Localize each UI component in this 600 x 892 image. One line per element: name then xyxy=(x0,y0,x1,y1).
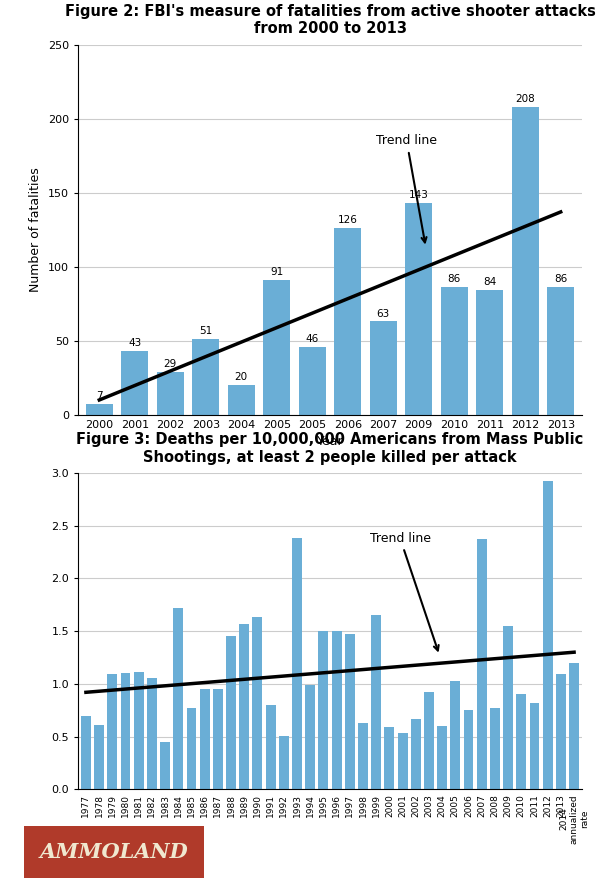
Text: 84: 84 xyxy=(483,277,496,287)
Bar xyxy=(512,107,539,415)
Bar xyxy=(94,725,104,789)
Bar xyxy=(334,228,361,415)
Bar xyxy=(213,690,223,789)
Text: 43: 43 xyxy=(128,338,142,348)
Bar xyxy=(464,710,473,789)
Bar xyxy=(332,632,341,789)
Bar xyxy=(543,481,553,789)
Text: 126: 126 xyxy=(338,215,358,226)
X-axis label: Year: Year xyxy=(317,435,343,448)
Bar xyxy=(279,736,289,789)
Bar xyxy=(345,634,355,789)
Bar xyxy=(228,385,254,415)
Text: 86: 86 xyxy=(448,275,461,285)
Bar xyxy=(86,404,113,415)
Text: 86: 86 xyxy=(554,275,568,285)
Text: AMMOLAND: AMMOLAND xyxy=(40,842,188,862)
Bar xyxy=(81,715,91,789)
Bar xyxy=(239,624,249,789)
Bar xyxy=(476,291,503,415)
Bar xyxy=(157,372,184,415)
Bar xyxy=(226,636,236,789)
Text: 143: 143 xyxy=(409,190,428,200)
Title: Figure 3: Deaths per 10,000,000 Americans from Mass Public
Shootings, at least 2: Figure 3: Deaths per 10,000,000 American… xyxy=(76,433,584,465)
Bar xyxy=(305,685,315,789)
Bar xyxy=(292,538,302,789)
Bar xyxy=(441,287,467,415)
Bar xyxy=(107,674,117,789)
Bar xyxy=(266,705,275,789)
Bar xyxy=(503,626,513,789)
Bar xyxy=(406,203,432,415)
Bar xyxy=(517,694,526,789)
Text: 91: 91 xyxy=(270,267,283,277)
Bar xyxy=(263,280,290,415)
Title: Figure 2: FBI's measure of fatalities from active shooter attacks
from 2000 to 2: Figure 2: FBI's measure of fatalities fr… xyxy=(65,4,595,37)
Bar xyxy=(160,742,170,789)
Text: 51: 51 xyxy=(199,326,212,336)
Bar xyxy=(371,615,381,789)
Bar xyxy=(411,719,421,789)
Bar xyxy=(569,663,579,789)
Bar xyxy=(200,690,209,789)
Bar xyxy=(437,726,447,789)
Text: 208: 208 xyxy=(515,94,535,103)
Bar xyxy=(193,339,219,415)
Bar xyxy=(370,321,397,415)
Text: 29: 29 xyxy=(164,359,177,369)
Bar xyxy=(424,692,434,789)
Text: 46: 46 xyxy=(305,334,319,343)
Bar xyxy=(173,607,183,789)
Bar xyxy=(385,727,394,789)
Bar xyxy=(319,632,328,789)
Bar xyxy=(477,540,487,789)
Bar xyxy=(134,673,143,789)
Bar xyxy=(299,347,326,415)
Bar xyxy=(187,708,196,789)
Text: Trend line: Trend line xyxy=(370,532,439,650)
Bar xyxy=(530,703,539,789)
Bar xyxy=(358,723,368,789)
Text: 20: 20 xyxy=(235,372,248,382)
Bar xyxy=(556,674,566,789)
Y-axis label: Number of fatalities: Number of fatalities xyxy=(29,168,42,292)
Bar xyxy=(451,681,460,789)
Text: 63: 63 xyxy=(377,309,390,318)
Bar xyxy=(147,678,157,789)
Text: Trend line: Trend line xyxy=(376,135,437,243)
Bar xyxy=(121,351,148,415)
Text: 7: 7 xyxy=(96,392,103,401)
Bar xyxy=(121,673,130,789)
Bar xyxy=(547,287,574,415)
Bar xyxy=(398,733,407,789)
Bar xyxy=(253,617,262,789)
Bar xyxy=(490,708,500,789)
